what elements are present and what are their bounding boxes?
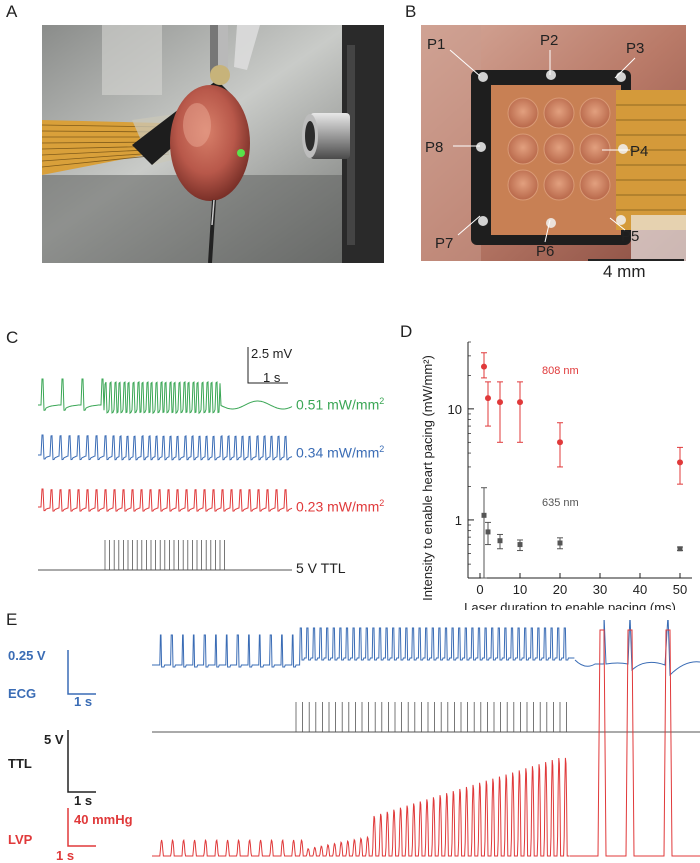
trace-label-red: 0.23 mW/mm2 — [296, 498, 385, 515]
y-tick-label: 10 — [448, 402, 462, 417]
panel-c-scale-v: 2.5 mV — [251, 346, 293, 361]
trace-green — [38, 378, 293, 415]
ttl-scale-v: 5 V — [44, 732, 64, 747]
photo-electrode-array — [421, 25, 686, 261]
scale-bar-line — [588, 259, 684, 261]
data-point-808nm — [557, 439, 563, 446]
pad-label-p6: P6 — [536, 243, 555, 260]
lvp-label: LVP — [8, 832, 33, 847]
panel-c-traces — [38, 347, 293, 571]
data-point-635nm — [485, 529, 491, 535]
ttl-scale-t: 1 s — [74, 793, 93, 808]
panel-e-traces — [67, 620, 700, 857]
trace-label-green: 0.51 mW/mm2 — [296, 396, 385, 413]
data-point-808nm — [517, 399, 523, 406]
data-point-635nm — [481, 512, 487, 518]
data-point-808nm — [677, 459, 683, 466]
lvp-trace-tail — [570, 629, 700, 857]
scale-bar-label: 4 mm — [603, 262, 646, 281]
legend-635nm: 635 nm — [542, 497, 579, 509]
data-point-808nm — [485, 395, 491, 402]
photo-heart-setup — [42, 25, 384, 263]
lvp-scale-bar — [67, 808, 96, 847]
lvp-scale-v: 40 mmHg — [74, 812, 133, 827]
pad-label-p8: P8 — [425, 139, 444, 156]
x-axis-label: Laser duration to enable pacing (ms) — [464, 600, 676, 610]
data-point-635nm — [497, 538, 503, 544]
pad-label-p7: P7 — [435, 235, 454, 252]
x-tick-label: 0 — [476, 582, 483, 597]
pad-label-p3: P3 — [626, 40, 645, 57]
x-tick-label: 50 — [673, 582, 687, 597]
ecg-trace — [152, 627, 575, 668]
trace-red — [38, 488, 293, 512]
data-point-635nm — [677, 546, 683, 552]
ecg-label: ECG — [8, 686, 37, 701]
ttl-name: TTL — [8, 756, 32, 771]
x-tick-label: 20 — [553, 582, 567, 597]
panel-label-e: E — [6, 610, 18, 629]
x-tick-label: 30 — [593, 582, 607, 597]
x-tick-label: 10 — [513, 582, 527, 597]
pad-label-p5: P5 — [621, 228, 640, 245]
ecg-scale-v: 0.25 V — [8, 648, 46, 663]
ttl-label: 5 V TTL — [296, 560, 346, 576]
pad-leader-lines — [449, 49, 636, 243]
data-point-635nm — [517, 542, 523, 548]
pad-label-p4: P4 — [630, 143, 649, 160]
panel-label-c: C — [6, 328, 19, 347]
data-point-808nm — [497, 399, 503, 406]
panel-label-d: D — [400, 322, 413, 341]
panel-c-scale-bar — [247, 347, 288, 384]
ecg-trace-tail — [574, 620, 700, 677]
panel-c-scale-t: 1 s — [263, 370, 281, 385]
pad-label-p1: P1 — [427, 36, 446, 53]
panel-label-b: B — [405, 2, 417, 21]
x-tick-label: 40 — [633, 582, 647, 597]
ecg-scale-bar — [67, 650, 96, 695]
lvp-scale-t: 1 s — [56, 848, 75, 863]
lvp-trace — [152, 757, 570, 857]
data-point-635nm — [557, 540, 563, 546]
y-axis-label: Intensity to enable heart pacing (mW/mm²… — [420, 355, 435, 601]
trace-blue — [38, 434, 293, 461]
panel-label-a: A — [6, 2, 18, 21]
legend-808nm: 808 nm — [542, 365, 579, 377]
y-tick-label: 1 — [455, 513, 462, 528]
trace-label-blue: 0.34 mW/mm2 — [296, 444, 385, 461]
ecg-scale-t: 1 s — [74, 694, 93, 709]
pad-label-p2: P2 — [540, 32, 559, 49]
data-point-808nm — [481, 363, 487, 370]
ttl-scale-bar — [67, 730, 96, 793]
panel-d-chart: 1 10 0 10 20 30 40 50 Laser duration to enable p… — [420, 341, 692, 610]
